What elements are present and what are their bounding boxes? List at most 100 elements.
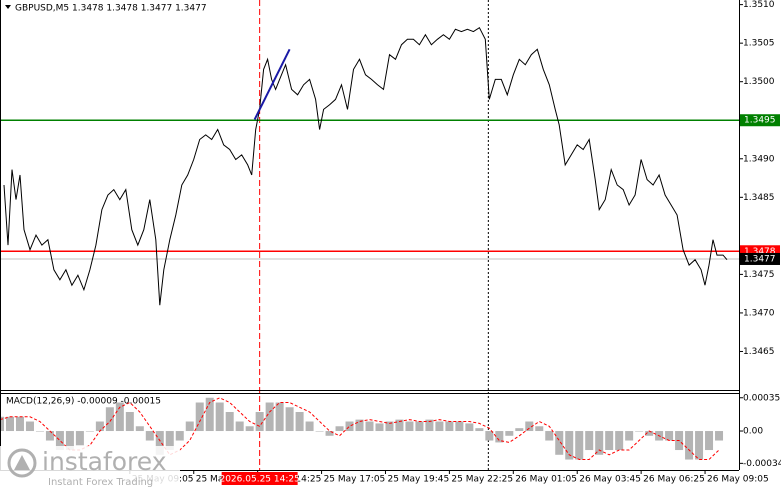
macd-bar: [515, 428, 524, 432]
macd-bar: [145, 431, 154, 441]
macd-bar: [465, 423, 474, 432]
macd-bar: [385, 421, 394, 432]
trend-line: [253, 48, 291, 120]
x-tick-label: 25 May 17:05: [324, 475, 386, 485]
macd-bar: [415, 421, 424, 432]
symbol-header: GBPUSD,M5 1.3478 1.3478 1.3477 1.3477: [15, 4, 207, 14]
y-tick-label: 1.3465: [743, 347, 775, 357]
price-line: [3, 26, 728, 306]
macd-bar: [275, 402, 284, 432]
y-tick-label: 1.3505: [743, 39, 775, 49]
macd-bar: [295, 412, 304, 432]
macd-bar: [55, 431, 64, 451]
macd-bar: [235, 421, 244, 432]
level-label: 1.3477: [744, 254, 776, 264]
crosshair-label: 2026.05.25 14:25: [219, 475, 299, 485]
macd-bar: [435, 421, 444, 432]
y-tick-label: 1.3490: [743, 154, 775, 164]
x-tick-label: 26 May 03:45: [579, 475, 641, 485]
macd-bar: [545, 431, 554, 441]
macd-bar: [75, 431, 84, 446]
x-tick-label: 26 May 06:25: [643, 475, 705, 485]
y-tick-label: 1.3510: [743, 0, 775, 10]
macd-bar: [125, 412, 134, 432]
watermark: instaforex Instant Forex Trading: [0, 446, 180, 489]
x-tick-label: 26 May 09:05: [707, 475, 769, 485]
macd-bar: [585, 431, 594, 451]
macd-bar: [355, 419, 364, 432]
macd-bar: [345, 421, 354, 432]
macd-bar: [475, 428, 484, 432]
macd-bar: [535, 426, 544, 432]
macd-bar: [175, 431, 184, 441]
macd-bar: [245, 426, 254, 432]
macd-bar: [105, 407, 114, 432]
macd-bar: [25, 421, 34, 432]
macd-bar: [225, 412, 234, 432]
macd-bar: [445, 421, 454, 432]
macd-bar: [645, 431, 654, 436]
macd-bar: [315, 431, 324, 432]
macd-bar: [255, 412, 264, 432]
y-tick-label: 0.00: [743, 427, 763, 437]
macd-bar: [335, 426, 344, 432]
macd-header: MACD(12,26,9) -0.00009 -0.00015: [6, 397, 161, 407]
x-tick-label: 25 May 19:45: [387, 475, 449, 485]
x-tick-label: 26 May 01:05: [515, 475, 577, 485]
macd-bar: [395, 419, 404, 432]
macd-bar: [65, 431, 74, 451]
macd-bar: [185, 421, 194, 432]
level-label-bg: [740, 114, 780, 127]
macd-bar: [485, 431, 494, 441]
tagline: Instant Forex Trading: [48, 477, 153, 488]
level-label: 1.3495: [744, 116, 776, 126]
symbol-marker: [5, 5, 11, 9]
macd-bar: [285, 407, 294, 432]
macd-bar: [5, 416, 14, 432]
macd-bar: [405, 421, 414, 432]
y-tick-label: 1.3500: [743, 77, 775, 87]
brand: instaforex: [42, 447, 167, 476]
macd-bar: [425, 419, 434, 432]
macd-bar: [45, 431, 54, 441]
macd-bar: [135, 426, 144, 432]
macd-bar: [265, 402, 274, 432]
macd-bar: [495, 431, 504, 443]
macd-bar: [0, 416, 4, 432]
level-label: 1.3478: [744, 247, 776, 257]
macd-bar: [115, 402, 124, 432]
macd-bar: [85, 431, 94, 432]
macd-bar: [505, 431, 514, 436]
y-tick-label: 1.3475: [743, 270, 775, 280]
logo-ring: [7, 448, 37, 478]
macd-bar: [635, 431, 644, 432]
macd-bar: [155, 431, 164, 455]
macd-bar: [605, 431, 614, 451]
macd-bar: [165, 431, 174, 451]
macd-bar: [615, 431, 624, 451]
y-tick-label: 1.3485: [743, 193, 775, 203]
macd-bar: [35, 431, 44, 432]
level-label-bg: [740, 252, 780, 265]
macd-bar: [595, 431, 604, 455]
macd-bar: [705, 431, 714, 451]
macd-bar: [565, 431, 574, 460]
x-tick-label: 25 May 22:25: [451, 475, 513, 485]
y-tick-label: 0.00035: [743, 393, 780, 403]
macd-bar: [365, 421, 374, 432]
macd-bar: [625, 431, 634, 441]
macd-bar: [455, 421, 464, 432]
crosshair-label-bg: [221, 472, 298, 485]
logo-glyph: [14, 455, 30, 470]
macd-bar: [695, 431, 704, 460]
macd-bar: [375, 423, 384, 432]
macd-bar: [685, 431, 694, 460]
macd-bar: [575, 431, 584, 460]
macd-bar: [95, 421, 104, 432]
macd-bar: [195, 402, 204, 432]
macd-bar: [715, 431, 724, 441]
macd-bar: [665, 431, 674, 441]
